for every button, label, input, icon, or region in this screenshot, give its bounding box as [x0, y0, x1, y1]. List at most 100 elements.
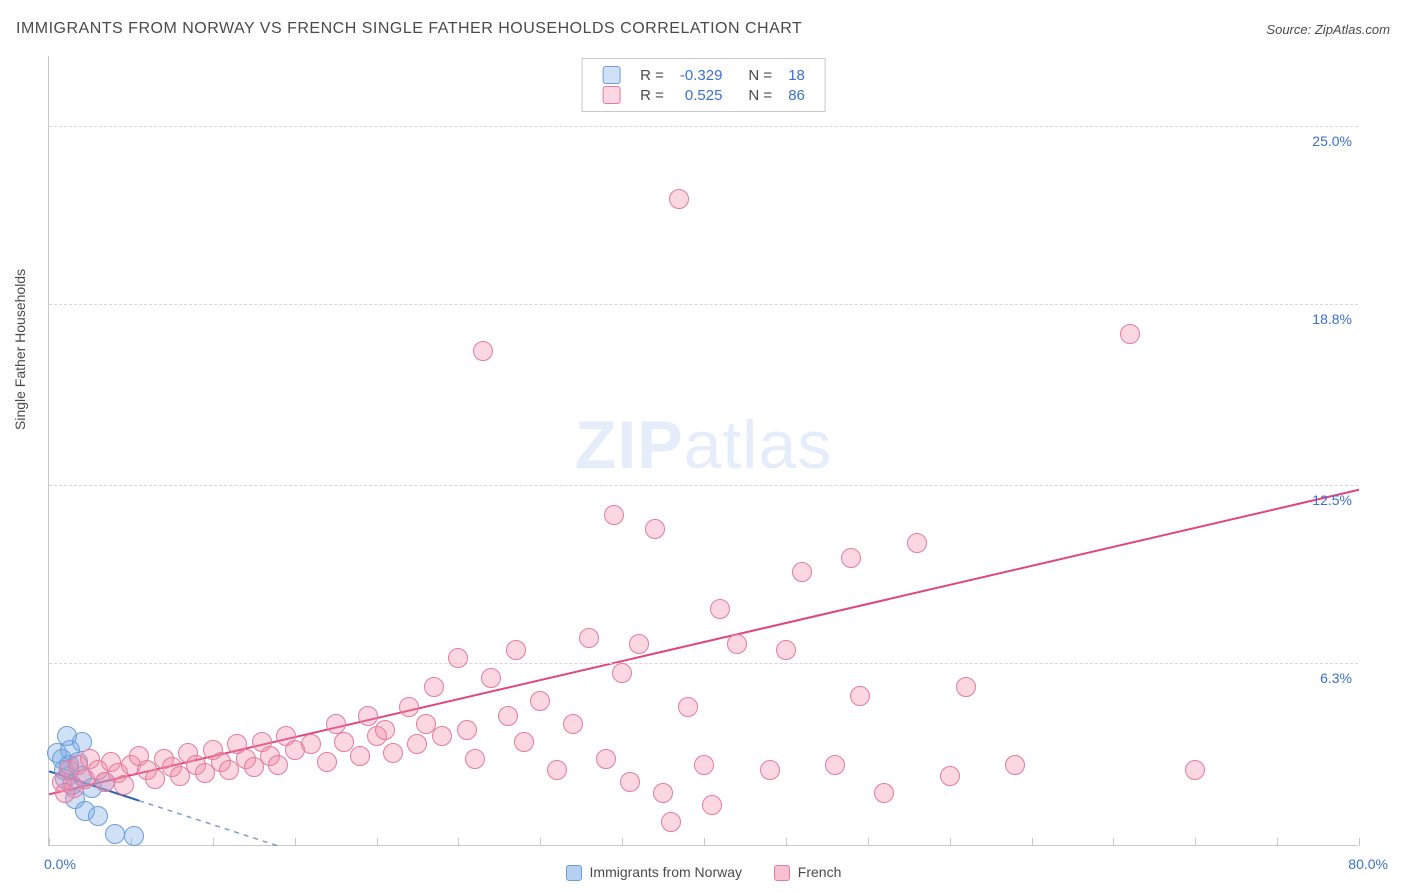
data-point	[448, 648, 468, 668]
data-point	[874, 783, 894, 803]
trend-lines-layer	[49, 56, 1359, 846]
data-point	[268, 755, 288, 775]
data-point	[432, 726, 452, 746]
x-axis-min-label: 0.0%	[44, 856, 76, 872]
x-axis-tick	[1113, 838, 1114, 846]
data-point	[114, 775, 134, 795]
x-axis-tick	[1195, 838, 1196, 846]
correlation-table: R = -0.329 N = 18 R = 0.525 N = 86	[594, 65, 813, 105]
x-axis-tick	[950, 838, 951, 846]
r-label-0: R =	[632, 65, 672, 85]
x-axis-tick	[213, 838, 214, 846]
y-axis-tick-label: 6.3%	[1320, 670, 1352, 686]
legend-swatch-1	[602, 86, 620, 104]
data-point	[547, 760, 567, 780]
data-point	[850, 686, 870, 706]
source-attribution: Source: ZipAtlas.com	[1266, 22, 1390, 37]
n-label-1: N =	[730, 85, 780, 105]
legend-bottom-swatch-1	[774, 865, 790, 881]
data-point	[88, 806, 108, 826]
data-point	[776, 640, 796, 660]
x-axis-tick	[704, 838, 705, 846]
legend-row-series-1: R = 0.525 N = 86	[594, 85, 813, 105]
data-point	[317, 752, 337, 772]
data-point	[694, 755, 714, 775]
data-point	[710, 599, 730, 619]
n-value-0: 18	[780, 65, 813, 85]
x-axis-tick	[622, 838, 623, 846]
r-label-1: R =	[632, 85, 672, 105]
data-point	[424, 677, 444, 697]
data-point	[792, 562, 812, 582]
data-point	[702, 795, 722, 815]
y-axis-tick-label: 18.8%	[1312, 311, 1352, 327]
x-axis-tick	[540, 838, 541, 846]
y-axis-tick-label: 12.5%	[1312, 492, 1352, 508]
data-point	[383, 743, 403, 763]
data-point	[407, 734, 427, 754]
legend-item-0: Immigrants from Norway	[566, 864, 742, 881]
scatter-plot-area: ZIPatlas R = -0.329 N = 18 R = 0.525 N =…	[48, 56, 1358, 846]
data-point	[1120, 324, 1140, 344]
data-point	[399, 697, 419, 717]
data-point	[55, 783, 75, 803]
data-point	[596, 749, 616, 769]
data-point	[105, 824, 125, 844]
data-point	[620, 772, 640, 792]
gridline	[49, 485, 1358, 486]
data-point	[1185, 760, 1205, 780]
watermark-bold: ZIP	[575, 406, 684, 482]
data-point	[563, 714, 583, 734]
data-point	[334, 732, 354, 752]
chart-title: IMMIGRANTS FROM NORWAY VS FRENCH SINGLE …	[16, 20, 802, 38]
n-value-1: 86	[780, 85, 813, 105]
gridline	[49, 126, 1358, 127]
x-axis-tick	[458, 838, 459, 846]
n-label-0: N =	[730, 65, 780, 85]
data-point	[465, 749, 485, 769]
gridline	[49, 663, 1358, 664]
r-value-1: 0.525	[672, 85, 731, 105]
data-point	[530, 691, 550, 711]
x-axis-tick	[1359, 838, 1360, 846]
data-point	[514, 732, 534, 752]
r-value-0: -0.329	[672, 65, 731, 85]
x-axis-tick	[377, 838, 378, 846]
x-axis-tick	[1277, 838, 1278, 846]
data-point	[498, 706, 518, 726]
legend-bottom-label-0: Immigrants from Norway	[590, 864, 742, 880]
data-point	[825, 755, 845, 775]
data-point	[727, 634, 747, 654]
data-point	[661, 812, 681, 832]
data-point	[604, 505, 624, 525]
x-axis-max-label: 80.0%	[1348, 856, 1388, 872]
data-point	[645, 519, 665, 539]
data-point	[457, 720, 477, 740]
data-point	[907, 533, 927, 553]
x-axis-tick	[868, 838, 869, 846]
source-label: Source:	[1266, 22, 1311, 37]
legend-item-1: French	[774, 864, 841, 881]
legend-row-series-0: R = -0.329 N = 18	[594, 65, 813, 85]
watermark-light: atlas	[684, 406, 833, 482]
data-point	[956, 677, 976, 697]
data-point	[57, 726, 77, 746]
data-point	[124, 826, 144, 846]
data-point	[841, 548, 861, 568]
data-point	[358, 706, 378, 726]
data-point	[1005, 755, 1025, 775]
x-axis-tick	[49, 838, 50, 846]
data-point	[653, 783, 673, 803]
data-point	[473, 341, 493, 361]
y-axis-tick-label: 25.0%	[1312, 133, 1352, 149]
legend-bottom-swatch-0	[566, 865, 582, 881]
source-name: ZipAtlas.com	[1315, 22, 1390, 37]
data-point	[579, 628, 599, 648]
data-point	[481, 668, 501, 688]
x-axis-tick	[786, 838, 787, 846]
data-point	[375, 720, 395, 740]
y-axis-label: Single Father Households	[12, 269, 28, 430]
data-point	[629, 634, 649, 654]
data-point	[669, 189, 689, 209]
series-legend: Immigrants from Norway French	[49, 864, 1358, 881]
